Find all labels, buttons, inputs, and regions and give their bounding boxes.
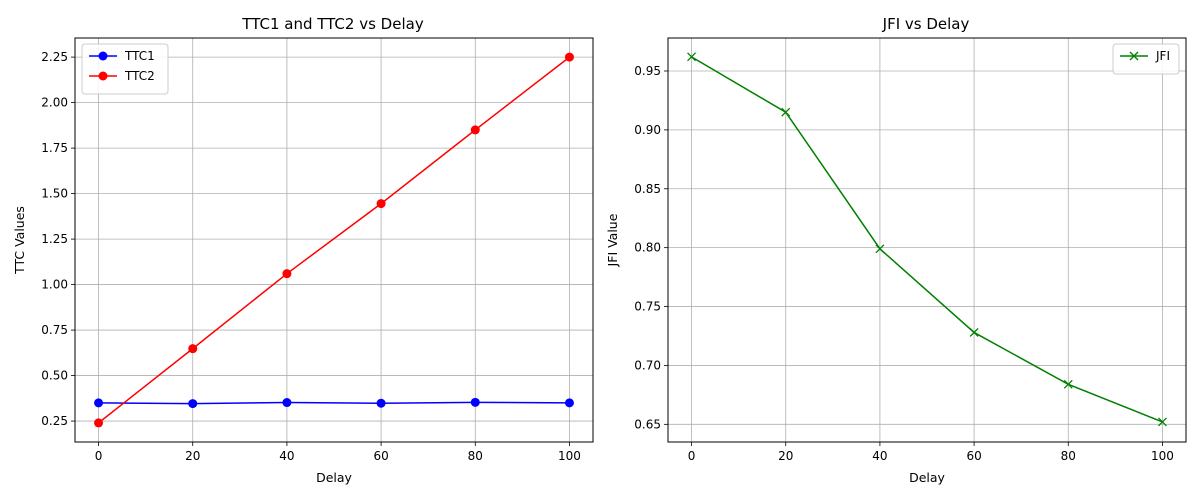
- series-lines: [94, 52, 574, 428]
- chart-ttc: TTC1 and TTC2 vs Delay 0 20 40 60 80 100 0.25…: [12, 15, 594, 485]
- data-point-ttc1: [94, 398, 104, 408]
- y-tick-label: 0.25: [41, 414, 68, 428]
- x-tick-label: 20: [185, 449, 200, 463]
- legend: TTC1 TTC2: [81, 43, 169, 95]
- y-tick-label: 0.75: [634, 300, 661, 314]
- legend-box: [1112, 43, 1180, 75]
- x-tick-label: 20: [778, 449, 793, 463]
- chart-title: JFI vs Delay: [882, 15, 970, 33]
- y-axis-label: JFI Value: [605, 213, 620, 267]
- y-tick-label: 1.00: [41, 278, 68, 292]
- y-tick-label: 1.50: [41, 187, 68, 201]
- legend-label-ttc1: TTC1: [124, 49, 155, 63]
- y-ticks: 0.65 0.70 0.75 0.80 0.85 0.90 0.95: [634, 64, 668, 431]
- y-axis-label: TTC Values: [12, 206, 27, 275]
- data-point-jfi: [969, 328, 979, 337]
- legend: JFI: [1112, 43, 1180, 75]
- y-tick-label: 0.80: [634, 241, 661, 255]
- data-point-ttc1: [188, 399, 198, 409]
- data-point-ttc1: [282, 398, 292, 408]
- series-lines: [687, 52, 1167, 427]
- x-tick-label: 100: [1151, 449, 1174, 463]
- grid: [75, 38, 593, 442]
- x-tick-label: 60: [966, 449, 981, 463]
- x-ticks: 0 20 40 60 80 100: [688, 442, 1174, 463]
- legend-marker-jfi: [1129, 51, 1139, 61]
- legend-label-jfi: JFI: [1155, 49, 1170, 63]
- grid: [668, 38, 1186, 442]
- series-line-ttc1: [98, 401, 570, 405]
- series-line-ttc2: [98, 56, 570, 424]
- data-point-ttc2: [564, 52, 574, 62]
- data-point-ttc2: [188, 344, 198, 354]
- y-tick-label: 2.00: [41, 96, 68, 110]
- chart-jfi: JFI vs Delay 0 20 40 60 80 100 0.650.700.750.…: [605, 15, 1187, 485]
- x-tick-label: 0: [95, 449, 103, 463]
- data-point-jfi: [1063, 379, 1073, 389]
- y-tick-label: 0.75: [41, 323, 68, 337]
- chart-title: TTC1 and TTC2 vs Delay: [241, 15, 424, 33]
- x-tick-label: 0: [688, 449, 696, 463]
- x-ticks: 0 20 40 60 80 100: [95, 442, 581, 463]
- data-point-jfi: [687, 52, 697, 62]
- legend-label-ttc2: TTC2: [124, 69, 155, 83]
- legend-marker-ttc1: [98, 51, 108, 61]
- plot-frame: [74, 37, 594, 443]
- y-tick-label: 0.95: [634, 64, 661, 78]
- data-point-ttc1: [376, 398, 386, 408]
- y-tick-label: 0.70: [634, 358, 661, 372]
- data-point-ttc2: [94, 418, 104, 428]
- plot-frame: [667, 37, 1187, 443]
- y-tick-label: 0.90: [634, 123, 661, 137]
- data-point-jfi: [1157, 417, 1167, 427]
- x-tick-label: 40: [279, 449, 294, 463]
- data-point-ttc1: [470, 397, 480, 407]
- y-tick-label: 2.25: [41, 50, 68, 64]
- data-point-ttc2: [282, 269, 292, 279]
- y-tick-label: 1.75: [41, 141, 68, 155]
- x-axis-label: Delay: [909, 470, 945, 485]
- series-line-jfi: [691, 56, 1163, 423]
- y-tick-label: 0.65: [634, 417, 661, 431]
- x-tick-label: 80: [1061, 449, 1076, 463]
- y-tick-label: 0.85: [634, 182, 661, 196]
- data-point-jfi: [781, 107, 791, 117]
- x-tick-label: 100: [558, 449, 581, 463]
- x-tick-label: 80: [468, 449, 483, 463]
- y-ticks: 0.25 0.50 0.75 1.00 1.25 1.50 1.75 2.00 2.25: [41, 50, 75, 428]
- data-point-jfi: [875, 244, 885, 254]
- legend-marker-ttc2: [98, 71, 108, 81]
- data-point-ttc1: [564, 398, 574, 408]
- x-axis-label: Delay: [316, 470, 352, 485]
- x-tick-label: 60: [373, 449, 388, 463]
- data-point-ttc2: [470, 125, 480, 135]
- y-tick-label: 0.50: [41, 369, 68, 383]
- data-point-ttc2: [376, 199, 386, 209]
- x-tick-label: 40: [872, 449, 887, 463]
- y-tick-label: 1.25: [41, 232, 68, 246]
